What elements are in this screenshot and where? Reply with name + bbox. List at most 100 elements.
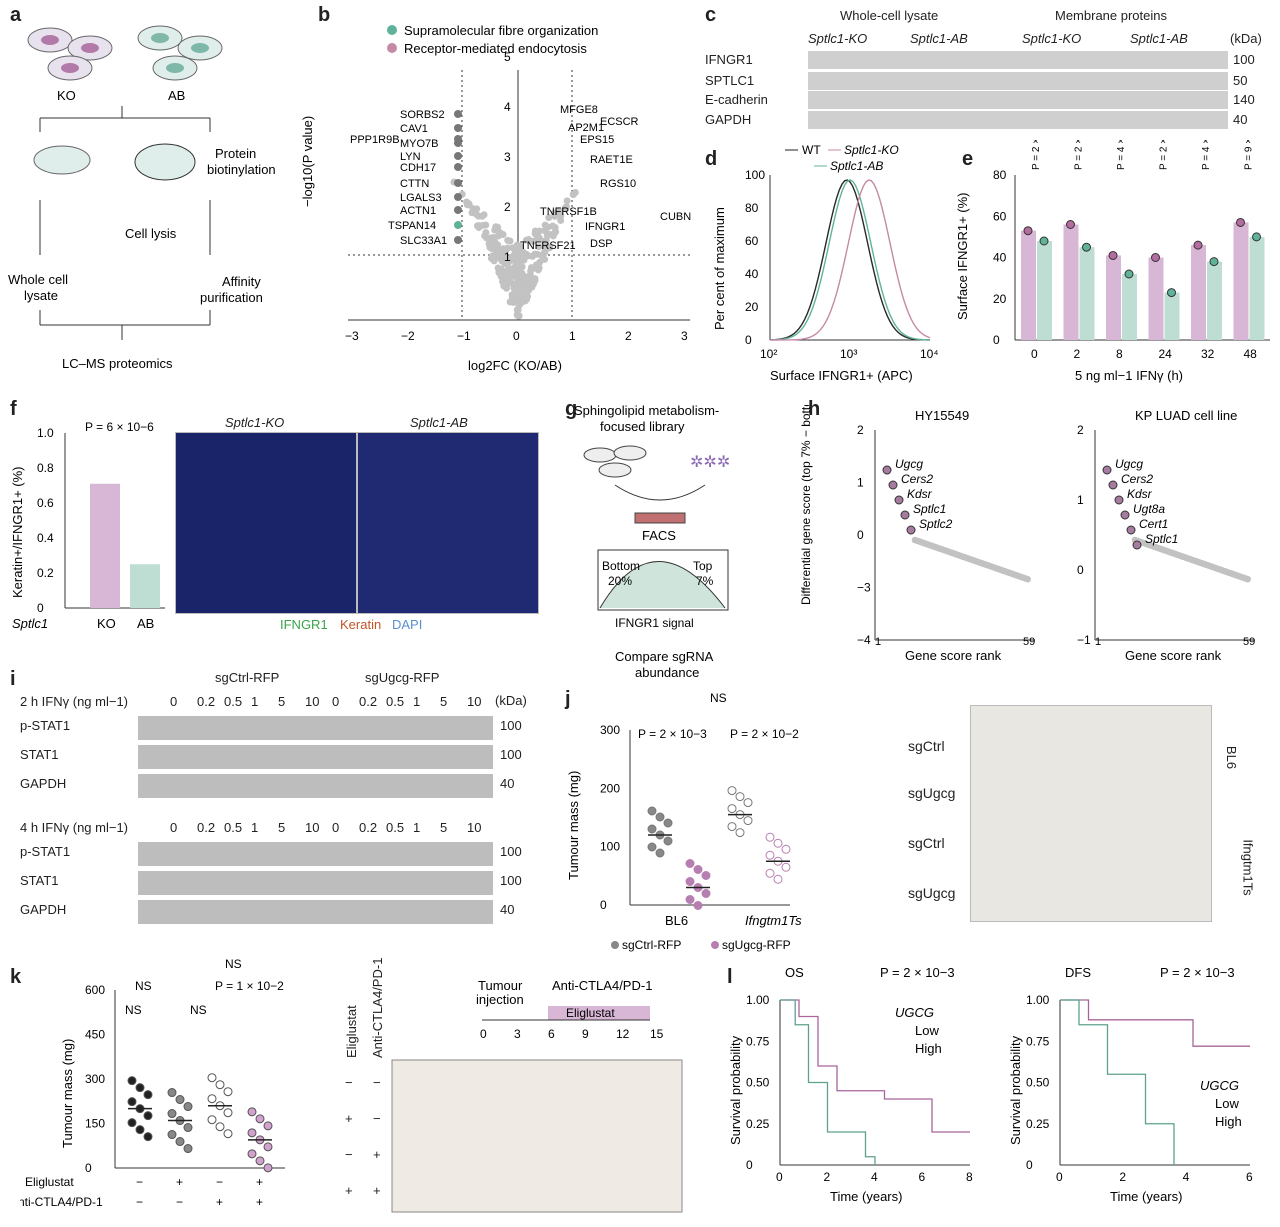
- data-point: [263, 1121, 273, 1131]
- gene-point: [1024, 575, 1031, 583]
- volcano-point: [504, 279, 512, 287]
- panel-d-histogram: 0 20 40 60 80 100 10² 10³ 10⁴ Surface IFNGR1+ (AP…: [712, 143, 939, 383]
- gene-label-right: IFNGR1: [585, 221, 625, 233]
- timeline-tick: 3: [514, 1027, 521, 1041]
- timeline-tick: 9: [582, 1027, 589, 1041]
- data-point: [701, 889, 711, 898]
- p-value: P = 6 × 10−6: [85, 420, 154, 434]
- legend-ab: Sptlc1-AB: [830, 159, 883, 173]
- antibody-sign: −: [176, 1195, 183, 1209]
- volcano-point: [518, 269, 526, 277]
- bar-ab: [1122, 274, 1137, 340]
- timeline-tick: 15: [650, 1027, 664, 1041]
- ko-header-1: Sptlc1-KO: [808, 31, 868, 46]
- ns-label: NS: [125, 1003, 142, 1017]
- dose-tick: 5: [278, 820, 286, 835]
- blot-row-label: p-STAT1: [20, 844, 71, 859]
- volcano-point: [561, 204, 569, 212]
- data-point: [127, 1076, 137, 1086]
- gene-label-right: RAET1E: [590, 154, 633, 166]
- dose-tick: 0.2: [197, 820, 216, 835]
- volcano-point: [494, 223, 502, 231]
- x-tick: 59: [1243, 636, 1255, 648]
- photo-column-label: Eliglustat: [344, 1005, 359, 1058]
- x-tick: 8: [966, 1170, 973, 1184]
- panel-label-a: a: [10, 4, 22, 26]
- y-tick: 80: [993, 168, 1007, 182]
- volcano-point: [514, 312, 522, 320]
- img-ko-title: Sptlc1-KO: [225, 415, 285, 430]
- dose-tick: 1: [413, 694, 421, 709]
- hit-point: [888, 480, 898, 490]
- p-value: P = 4 × 10−4: [1201, 140, 1212, 170]
- blot-size: 40: [500, 902, 515, 917]
- hit-label: Kdsr: [907, 487, 933, 501]
- ko-label: KO: [57, 88, 76, 103]
- biotinylation-label-1: Protein: [215, 146, 256, 161]
- volcano-point: [543, 242, 551, 250]
- panel-label-l: l: [727, 966, 733, 988]
- volcano-point: [482, 229, 490, 237]
- data-point: [701, 871, 711, 880]
- gene-label-left: MYO7B: [400, 138, 439, 150]
- eliglustat-sign: −: [216, 1175, 223, 1189]
- dose-tick: 5: [440, 820, 448, 835]
- data-point: [263, 1142, 273, 1152]
- bar-point: [1151, 253, 1160, 262]
- legend-ugcg-marker: [711, 941, 719, 949]
- y-tick: 5: [504, 50, 511, 64]
- gene-label-right: RGS10: [600, 178, 636, 190]
- dose-tick: 1: [413, 820, 421, 835]
- timeline-tick: 6: [548, 1027, 555, 1041]
- bar-ko: [1063, 224, 1079, 340]
- dish-icon: [634, 512, 686, 524]
- blot-row-label: STAT1: [20, 747, 59, 762]
- volcano-point: [497, 249, 505, 257]
- signal-label: IFNGR1 signal: [615, 616, 694, 630]
- hit-label: Sptlc1: [913, 502, 946, 516]
- y-tick: 0: [600, 898, 607, 912]
- volcano-point: [525, 280, 533, 288]
- dose-tick: 1: [251, 694, 259, 709]
- dose-tick: 0: [332, 820, 340, 835]
- timeline-injection-1: Tumour: [478, 978, 523, 993]
- data-point: [743, 816, 753, 826]
- dose-tick: 5: [278, 694, 286, 709]
- dose-tick: 0.5: [386, 694, 405, 709]
- dose-tick: 0.2: [197, 694, 216, 709]
- bar-point: [1124, 269, 1134, 279]
- hit-label: Cers2: [1121, 472, 1153, 486]
- membrane-header: Membrane proteins: [1055, 8, 1167, 23]
- bar-point: [1209, 257, 1219, 267]
- volcano-point: [494, 264, 502, 272]
- blot-row-label: GAPDH: [20, 902, 67, 917]
- data-point: [247, 1149, 257, 1159]
- volcano-point: [517, 286, 525, 294]
- data-point: [183, 1123, 193, 1133]
- x-tick: KO: [97, 616, 116, 631]
- panel-label-i: i: [10, 668, 16, 690]
- panel-label-e: e: [962, 148, 974, 170]
- dose-tick: 10: [305, 694, 320, 709]
- photo-sign: −: [345, 1147, 353, 1162]
- panel-label-j: j: [565, 688, 571, 710]
- y-axis-label: Tumour mass (mg): [60, 1039, 75, 1148]
- volcano-point: [517, 299, 525, 307]
- gene-point: [454, 124, 462, 132]
- y-tick: 80: [745, 201, 759, 215]
- blot-band: [138, 900, 493, 924]
- p-value: P = 2 × 10−3: [1074, 140, 1085, 170]
- data-point: [175, 1095, 185, 1105]
- x-tick: 2: [824, 1170, 831, 1184]
- legend-high: High: [915, 1041, 942, 1056]
- blot-band: [138, 774, 493, 798]
- data-point: [143, 1111, 153, 1121]
- x-tick: 6: [1246, 1170, 1253, 1184]
- p-value: P = 2 × 10−2: [1031, 140, 1042, 170]
- legend-wt: WT: [802, 143, 821, 157]
- dose-header: 2 h IFNγ (ng ml−1): [20, 694, 129, 709]
- data-point: [781, 844, 791, 854]
- blot-size: 50: [1233, 73, 1248, 88]
- p-value: P = 9 × 10−3: [1244, 140, 1255, 170]
- panel-h-screen-rank: HY15549−4−3012UgcgCers2KdsrSptlc1Sptlc2G…: [800, 405, 1255, 663]
